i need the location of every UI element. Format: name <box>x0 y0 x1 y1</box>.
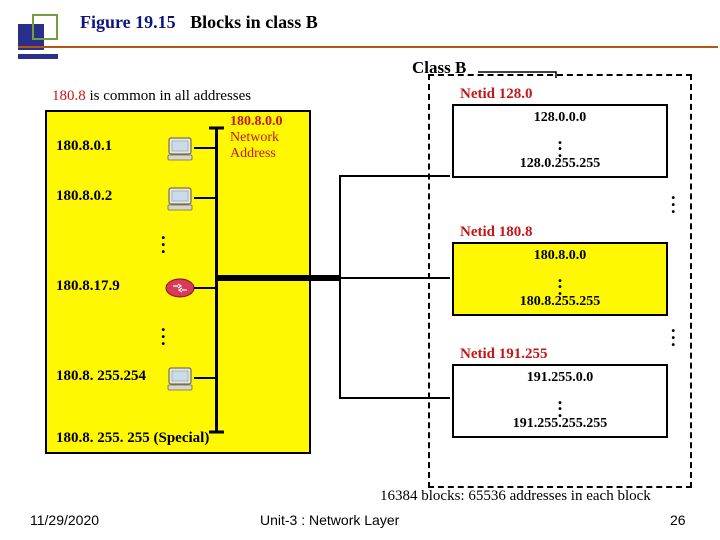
common-note-addr: 180.8 <box>52 88 86 104</box>
net-addr-ip: 180.8.0.0 <box>230 114 283 130</box>
footer-date: 11/29/2020 <box>30 512 99 528</box>
netid-last: 191.255.255.255 <box>454 416 666 432</box>
netid-first: 180.8.0.0 <box>454 248 666 264</box>
netid-last: 180.8.255.255 <box>454 294 666 310</box>
host-label: 180.8.0.1 <box>56 138 112 155</box>
vertical-ellipsis: ... <box>671 190 676 212</box>
slide: Figure 19.15 Blocks in class B Class B 1… <box>0 0 720 540</box>
figure-caption: Blocks in class B <box>190 12 318 32</box>
net-addr-l3: Address <box>230 146 283 162</box>
netid-first: 191.255.0.0 <box>454 370 666 386</box>
vertical-ellipsis: ... <box>161 322 166 344</box>
netid-label: Netid 191.255 <box>460 346 548 363</box>
netid-box: 180.8.0.0... 180.8.255.255 <box>452 242 668 316</box>
footer-page: 26 <box>670 512 686 528</box>
host-label: 180.8. 255.254 <box>56 368 146 385</box>
vertical-ellipsis: ... <box>161 230 166 252</box>
common-note: 180.8 is common in all addresses <box>52 88 251 105</box>
netid-box: 128.0.0.0... 128.0.255.255 <box>452 104 668 178</box>
netid-first: 128.0.0.0 <box>454 110 666 126</box>
vertical-ellipsis: ... <box>454 135 666 154</box>
figure-number: Figure 19.15 <box>80 12 176 32</box>
vertical-ellipsis: ... <box>454 273 666 292</box>
netid-label: Netid 128.0 <box>460 86 533 103</box>
figure-title: Figure 19.15 Blocks in class B <box>80 12 318 33</box>
host-label: 180.8.0.2 <box>56 188 112 205</box>
deco-hline <box>18 46 718 48</box>
vertical-ellipsis: ... <box>671 323 676 345</box>
blocks-count-note: 16384 blocks: 65536 addresses in each bl… <box>380 488 651 505</box>
deco-square-2 <box>32 14 58 40</box>
netid-last: 128.0.255.255 <box>454 156 666 172</box>
special-address: 180.8. 255. 255 (Special) <box>56 430 209 447</box>
bus-line <box>215 128 218 432</box>
deco-shortline <box>18 54 58 59</box>
common-note-rest: is common in all addresses <box>86 88 251 104</box>
netid-box: 191.255.0.0... 191.255.255.255 <box>452 364 668 438</box>
net-addr-l2: Network <box>230 130 283 146</box>
vertical-ellipsis: ... <box>454 395 666 414</box>
footer-mid: Unit-3 : Network Layer <box>260 512 399 528</box>
network-address-label: 180.8.0.0 Network Address <box>230 114 283 162</box>
host-label: 180.8.17.9 <box>56 278 120 295</box>
netid-label: Netid 180.8 <box>460 224 533 241</box>
